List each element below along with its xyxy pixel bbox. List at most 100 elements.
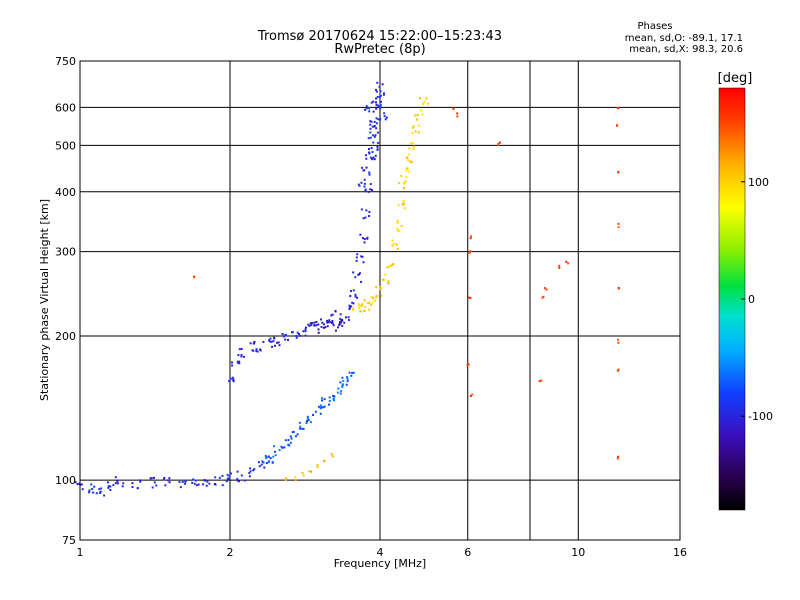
data-point [400,174,403,177]
data-point [88,491,91,494]
x-tick-label: 1 [77,546,84,559]
colorbar-ticks: 100 0 -100 [741,176,773,423]
data-point [540,379,543,382]
data-point [383,115,386,118]
x-tick-label: 10 [571,546,585,559]
data-point [341,376,344,379]
data-point [617,341,620,344]
data-point [377,118,380,121]
data-point [412,148,415,151]
data-point [369,136,372,139]
data-point [291,431,294,434]
data-point [307,419,310,422]
data-point [470,235,473,238]
data-point [221,484,224,487]
data-point [268,339,271,342]
data-point [283,446,286,449]
data-point [336,391,339,394]
data-point [347,319,350,322]
data-point [109,488,112,491]
data-point [95,492,98,495]
data-point [267,461,270,464]
data-point [262,461,265,464]
data-point [411,126,414,129]
data-point [248,475,251,478]
data-point [116,480,119,483]
data-point [257,461,260,464]
data-point [334,310,337,313]
data-point [306,420,309,423]
data-point [221,474,224,477]
data-point [352,271,355,274]
data-point [411,132,414,135]
data-point [355,256,358,259]
data-point [364,190,367,193]
data-point [565,260,568,263]
data-point [284,333,287,336]
data-point [567,262,570,265]
data-point [545,288,548,291]
data-point [291,331,294,334]
data-point [358,272,361,275]
data-point [388,265,391,268]
data-point [406,167,409,170]
data-point [363,305,366,308]
data-point [412,142,415,145]
data-point [264,457,267,460]
data-point [131,485,134,488]
data-point [304,330,307,333]
data-point [366,301,369,304]
plot-frame [79,60,681,541]
data-point [306,415,309,418]
data-point [452,107,455,110]
data-point [92,491,95,494]
data-point [98,488,101,491]
x-tick-label: 4 [377,546,384,559]
data-point [313,321,316,324]
data-point [301,471,304,474]
data-point [391,239,394,242]
data-point [323,460,326,463]
data-point [469,394,472,397]
data-point [351,372,354,375]
x-tick-label: 16 [673,546,687,559]
data-point [231,364,234,367]
data-point [273,445,276,448]
data-point [251,349,254,352]
data-point [617,106,620,109]
data-point [349,294,352,297]
data-point [407,159,410,162]
data-point [330,453,333,456]
data-point [214,476,217,479]
data-point [206,480,209,483]
data-point [324,326,327,329]
data-point [383,278,386,281]
data-point [319,407,322,410]
data-point [361,255,364,258]
data-point [258,465,261,468]
data-point [202,483,205,486]
data-point [268,340,271,343]
data-point [406,157,409,160]
data-point [360,208,363,211]
data-point [372,110,375,113]
data-point [228,380,231,383]
data-point [498,141,501,144]
data-point [263,466,266,469]
data-point [326,325,329,328]
data-point [402,182,405,185]
colorbar [718,87,746,511]
y-tick-label: 75 [62,534,76,547]
data-point [338,323,341,326]
data-point [410,161,413,164]
data-point [90,483,93,486]
data-point [178,481,181,484]
data-point [237,361,240,364]
data-point [471,393,474,396]
data-point [243,355,246,358]
data-point [256,350,259,353]
data-point [420,109,423,112]
data-point [229,472,232,475]
data-point [416,118,419,121]
data-point [423,100,426,103]
